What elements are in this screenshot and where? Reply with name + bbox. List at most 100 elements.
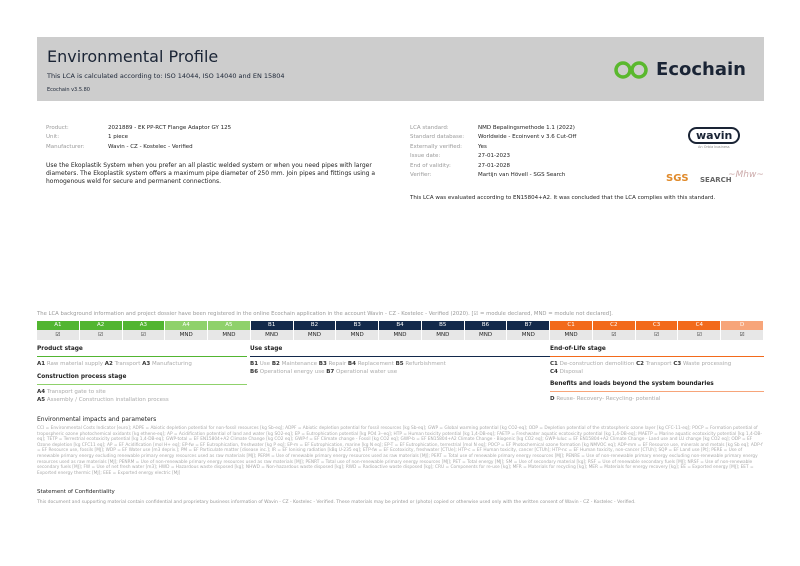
module-status: ☑ [122,330,166,340]
info-value: Wavin - CZ - Kostelec - Verified [108,143,193,150]
info-label: Unit: [46,134,60,141]
module-code: A3 [122,321,166,330]
module-status: MND [379,330,422,340]
confidentiality-text: This document and supporting material co… [37,500,636,505]
module-status: MND [421,330,465,340]
module-code: B2 [293,321,337,330]
module-code: B5 [421,321,465,330]
info-value: 1 piece [108,134,129,141]
module-code: D [721,321,764,330]
module-code: D [550,396,555,402]
info-label: Verifier: [410,172,432,179]
info-label: Standard database: [410,134,465,141]
module-code: C3 [673,361,682,367]
module-code: A2 [79,321,123,330]
info-value: 2021889 - EK PP-RCT Flange Adaptor GY 12… [108,125,232,131]
stage-items: C1 De-construction demolition C2 Transpo… [550,361,764,369]
subtitle: This LCA is calculated according to: ISO… [47,72,285,80]
module-code: A1 [37,321,80,330]
info-row: Manufacturer: Wavin - CZ - Kostelec - Ver… [46,143,231,152]
module-name: Replacement [357,361,394,367]
module-code: C3 [635,321,679,330]
info-label: End of validity: [410,162,451,169]
module-status: ☑ [79,330,123,340]
module-code: B1 [250,321,294,330]
module-status: MND [464,330,508,340]
modules-table: A1 A2 A3 A4 A5 B1 B2 B3 B4 B5 B6 B7 C1 C2 C3 C4 D ☑ ☑ ☑ MND M… [37,321,764,340]
info-row: LCA standard: NMD Bepalingsmethode 1.1 (2… [410,124,576,133]
info-value: 27-01-2023 [478,153,510,160]
wavin-logo: wavin [688,127,741,144]
ecochain-logo: Ecochain [612,59,746,80]
info-label: Manufacturer: [46,143,85,150]
module-status: MND [550,330,593,340]
stage-title: Use stage [250,346,550,357]
module-code: C1 [550,321,593,330]
info-value: Worldwide - Ecoinvent v 3.6 Cut-Off [478,134,577,141]
stage-title: Construction process stage [37,374,247,385]
version: Ecochain v3.5.80 [47,87,90,93]
module-name: Manufacturing [151,361,192,367]
stage-items: A4 Transport gate to site [37,389,247,397]
info-value: 27-01-2028 [478,162,510,169]
page-title: Environmental Profile [47,47,219,66]
stage-items: A1 Raw material supply A2 Transport A3 M… [37,361,247,369]
module-code: A4 [37,389,46,395]
module-name: Transport gate to site [46,389,106,395]
info-row: Externally verified: Yes [410,143,576,152]
info-row: End of validity: 27-01-2028 [410,162,576,171]
info-row: Verifier: Martijn van Hövell - SGS Search [410,171,576,180]
stage-items: A5 Assembly / Construction installation … [37,397,247,405]
stage-title: Product stage [37,346,247,357]
module-code: C4 [550,368,558,375]
info-label: Externally verified: [410,143,462,150]
module-code: C2 [592,321,636,330]
module-name: Reuse- Recovery- Recycling- potential [556,396,661,402]
product-description: Use the Ekoplastik System when you prefe… [46,162,376,185]
stage-items: B1 Use B2 Maintenance B3 Repair B4 Repla… [250,361,550,369]
module-status: MND [293,330,337,340]
wavin-tagline: An Orbia business [698,145,730,149]
stage-benefits: Benefits and loads beyond the system bou… [550,381,764,404]
info-value: NMD Bepalingsmethode 1.1 (2022) [478,125,575,131]
module-code: A3 [142,361,151,367]
info-label: Issue date: [410,153,441,160]
module-name: De-construction demolition [559,361,635,367]
module-name: Maintenance [281,361,318,367]
module-code: A5 [37,396,46,403]
module-name: Raw material supply [46,361,103,367]
module-name: Repair [328,361,347,367]
stage-title: End-of-Life stage [550,346,764,357]
info-label: Product: [46,125,69,131]
module-code: A5 [208,321,251,330]
module-name: Operational energy use [259,368,325,375]
module-code: B3 [336,321,380,330]
module-name: Assembly / Construction installation pro… [46,396,169,403]
lca-info: LCA standard: NMD Bepalingsmethode 1.1 (2… [410,124,576,180]
stage-items: C4 Disposal [550,369,764,377]
module-code: B2 [271,361,280,367]
module-code: C4 [678,321,722,330]
info-row: Unit: 1 piece [46,133,231,142]
module-code: A4 [165,321,209,330]
module-status: ☑ [635,330,679,340]
product-info: Product: 2021889 - EK PP-RCT Flange Adapt… [46,124,231,152]
module-code: B4 [379,321,422,330]
module-status: MND [250,330,294,340]
module-status: MND [507,330,551,340]
module-name: Transport [645,361,672,367]
stage-product: Product stage A1 Raw material supply A2 T… [37,346,247,369]
sgs-logo: SGS [666,173,689,184]
module-status: MND [208,330,251,340]
infinity-chain-icon [614,60,648,79]
module-name: Waste processing [682,361,732,367]
stage-items: D Reuse- Recovery- Recycling- potential [550,396,764,404]
info-row: Standard database: Worldwide - Ecoinvent … [410,133,576,142]
module-name: Refurbishment [405,361,446,367]
env-abbreviations: CCI = Environmental Costs Indicator [eur… [37,426,763,476]
module-code: B7 [326,368,335,375]
module-status: ☑ [721,330,764,340]
module-code: A2 [104,361,113,367]
module-code: B1 [250,361,259,367]
module-code: B7 [507,321,551,330]
